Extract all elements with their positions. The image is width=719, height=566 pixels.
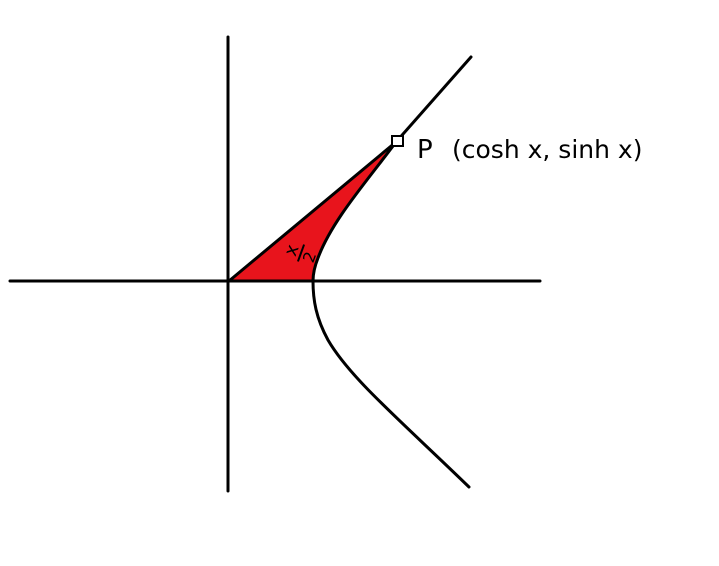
area-label-fraction-bar bbox=[296, 244, 306, 262]
point-marker bbox=[391, 135, 404, 147]
point-label: P bbox=[417, 135, 433, 165]
shaded-sector bbox=[227, 140, 398, 283]
hyperbola-right-branch bbox=[311, 279, 471, 489]
asymptote-ray bbox=[394, 55, 473, 144]
point-coordinates-label: (cosh x, sinh x) bbox=[452, 135, 642, 164]
